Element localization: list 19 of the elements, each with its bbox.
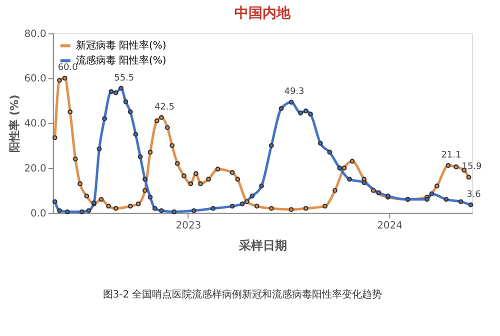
- y-tick-label: 20.0: [24, 163, 46, 174]
- chart-title: 中国内地: [234, 5, 292, 22]
- y-tick-label: 80.0: [24, 28, 46, 40]
- data-label: 55.5: [114, 73, 134, 84]
- legend-label: 新冠病毒 阳性率(%): [76, 40, 166, 52]
- data-label: 49.3: [284, 87, 304, 98]
- x-tick-label: 2024: [377, 220, 402, 232]
- y-axis-title: 阳性率 (%): [8, 94, 22, 153]
- data-label: 60.0: [58, 63, 78, 74]
- data-label: 15.9: [462, 162, 482, 172]
- y-tick-label: 40.0: [24, 118, 46, 130]
- y-tick-label: 60.0: [24, 74, 46, 85]
- data-label: 42.5: [154, 102, 174, 112]
- data-label: 3.6: [466, 190, 482, 200]
- x-tick-label: 2023: [176, 220, 202, 232]
- data-label: 21.1: [441, 150, 462, 161]
- caption: 图3-2 全国哨点医院流感样病例新冠和流感病毒阳性率变化趋势: [102, 288, 382, 301]
- x-axis-title: 采样日期: [238, 238, 287, 252]
- y-tick-label: 0.0: [30, 208, 46, 220]
